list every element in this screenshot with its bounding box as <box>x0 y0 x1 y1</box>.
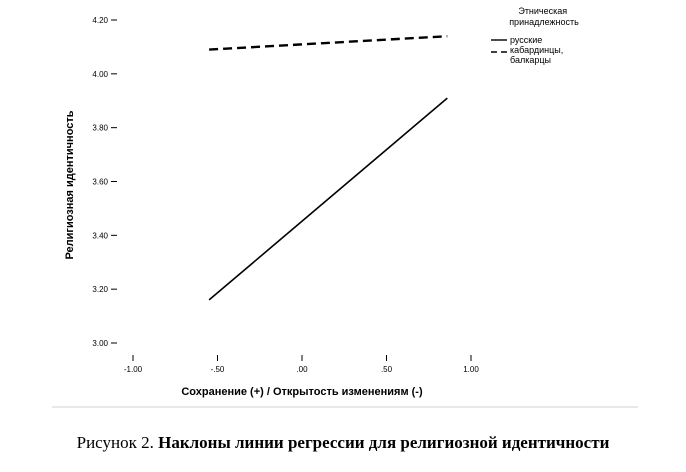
x-tick-label: -.50 <box>211 365 225 374</box>
legend-title: Этническая принадлежность <box>509 6 579 27</box>
x-axis-title: Сохранение (+) / Открытость изменениям (… <box>181 386 423 398</box>
x-axis: -1.00 -.50 .00 .50 1.00 <box>124 355 479 374</box>
caption-prefix: Рисунок 2. <box>76 433 159 452</box>
y-tick-label: 4.00 <box>92 70 108 79</box>
series-line-russkie <box>208 97 448 301</box>
caption-title: Наклоны линии регрессии для религиозной … <box>158 433 610 452</box>
series-line-kabardintsy-balkartsy <box>209 35 448 51</box>
x-tick-label: .50 <box>381 365 393 374</box>
y-tick-label: 3.40 <box>92 231 108 240</box>
legend: Этническая принадлежность русские кабард… <box>491 6 579 65</box>
x-tick-label: .00 <box>296 365 308 374</box>
y-axis-title: Религиозная идентичность <box>64 110 76 259</box>
series-layer <box>208 35 448 301</box>
x-tick-label: 1.00 <box>463 365 479 374</box>
y-tick-label: 3.00 <box>92 339 108 348</box>
legend-label-russkie: русские <box>510 35 542 45</box>
y-tick-label: 4.20 <box>92 16 108 25</box>
legend-label-kabardintsy: кабардинцы, балкарцы <box>510 45 566 65</box>
y-axis: 3.00 3.20 3.40 3.60 3.80 4.00 4.20 <box>92 16 117 348</box>
figure-caption: Рисунок 2. Наклоны линии регрессии для р… <box>0 433 686 453</box>
y-tick-label: 3.20 <box>92 285 108 294</box>
y-tick-label: 3.80 <box>92 124 108 133</box>
y-tick-label: 3.60 <box>92 178 108 187</box>
x-tick-label: -1.00 <box>124 365 143 374</box>
